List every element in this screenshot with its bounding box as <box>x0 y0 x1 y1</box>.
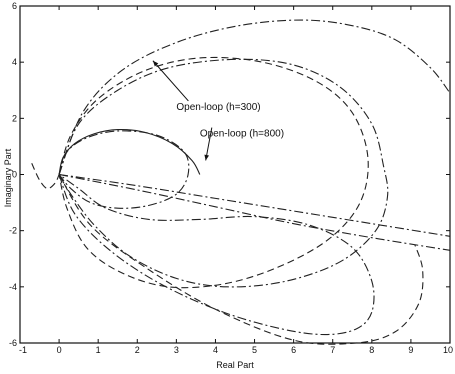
y-tick-label: 6 <box>12 1 17 11</box>
annotations-layer: Open-loop (h=300) Open-loop (h=800) <box>152 60 284 161</box>
y-tick-label: 4 <box>12 57 17 67</box>
x-tick-label: 0 <box>57 345 62 355</box>
ticks-layer: -1 0 1 2 3 4 5 6 7 8 9 10 -6 -4 -2 0 2 4 6 <box>9 1 453 355</box>
x-tick-label: 2 <box>135 345 140 355</box>
nyquist-curve-7 <box>58 128 201 175</box>
annotation-arrow <box>152 60 189 102</box>
annotation-arrowhead <box>152 60 159 67</box>
x-axis-label: Real Part <box>216 360 254 370</box>
x-tick-label: 10 <box>443 345 453 355</box>
x-tick-label: 9 <box>408 345 413 355</box>
plot-frame <box>19 5 451 344</box>
curves-layer <box>31 19 451 345</box>
x-tick-label: -1 <box>19 345 27 355</box>
nyquist-curve-1 <box>58 58 389 288</box>
y-tick-label: -6 <box>9 338 17 348</box>
annotation-label: Open-loop (h=800) <box>200 129 284 140</box>
nyquist-curve-10 <box>31 163 60 190</box>
y-tick-label: 0 <box>12 170 17 180</box>
nyquist-curve-4 <box>58 56 369 289</box>
x-tick-label: 6 <box>291 345 296 355</box>
nyquist-curve-8 <box>59 173 451 237</box>
x-tick-label: 7 <box>330 345 335 355</box>
nyquist-curve-9 <box>58 173 451 251</box>
x-tick-label: 1 <box>96 345 101 355</box>
nyquist-curve-3 <box>58 174 375 336</box>
y-tick-label: -4 <box>9 282 17 292</box>
y-tick-label: 2 <box>12 113 17 123</box>
annotation-arrow <box>205 127 213 161</box>
x-tick-label: 8 <box>369 345 374 355</box>
y-tick-label: -2 <box>9 226 17 236</box>
annotation-label: Open-loop (h=300) <box>176 102 260 113</box>
x-tick-label: 4 <box>213 345 218 355</box>
x-tick-label: 5 <box>252 345 257 355</box>
x-tick-label: 3 <box>174 345 179 355</box>
y-axis-label: Imaginary Part <box>3 148 13 207</box>
nyquist-curve-2 <box>58 19 451 175</box>
annotation-arrowhead <box>204 154 209 161</box>
nyquist-curve-6 <box>58 130 190 209</box>
